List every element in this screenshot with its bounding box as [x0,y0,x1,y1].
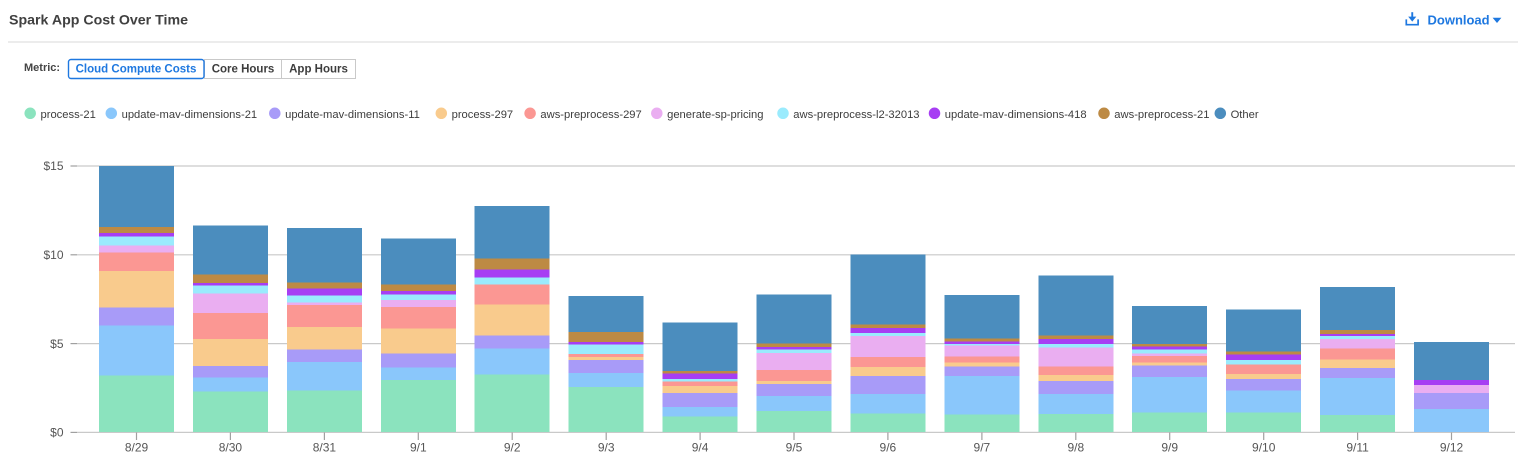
svg-text:9/5: 9/5 [786,441,803,455]
svg-text:9/4: 9/4 [692,441,709,455]
svg-text:$0: $0 [50,426,64,440]
svg-text:8/30: 8/30 [219,441,243,455]
svg-text:$10: $10 [43,248,63,262]
svg-text:Cloud Compute Costs: Cloud Compute Costs [76,64,197,76]
svg-text:generate-sp-pricing: generate-sp-pricing [667,109,763,121]
svg-text:Core Hours: Core Hours [212,64,275,76]
svg-text:8/29: 8/29 [125,441,149,455]
svg-text:aws-preprocess-l2-32013: aws-preprocess-l2-32013 [793,109,919,121]
svg-text:9/6: 9/6 [880,441,897,455]
svg-text:9/12: 9/12 [1440,441,1464,455]
svg-text:9/7: 9/7 [974,441,991,455]
svg-text:$15: $15 [43,159,63,173]
svg-text:9/9: 9/9 [1161,441,1178,455]
svg-text:Metric:: Metric: [24,62,60,74]
svg-text:9/2: 9/2 [504,441,521,455]
svg-text:$5: $5 [50,337,64,351]
svg-text:aws-preprocess-21: aws-preprocess-21 [1114,109,1209,121]
svg-text:App Hours: App Hours [289,64,348,76]
svg-text:Download: Download [1428,13,1490,28]
svg-text:8/31: 8/31 [313,441,337,455]
svg-text:9/11: 9/11 [1346,441,1369,455]
svg-text:aws-preprocess-297: aws-preprocess-297 [540,109,641,121]
svg-text:Other: Other [1231,109,1259,121]
svg-text:update-mav-dimensions-11: update-mav-dimensions-11 [285,109,420,121]
svg-text:update-mav-dimensions-418: update-mav-dimensions-418 [945,109,1087,121]
svg-text:9/3: 9/3 [598,441,615,455]
svg-text:update-mav-dimensions-21: update-mav-dimensions-21 [122,109,258,121]
svg-text:9/10: 9/10 [1252,441,1276,455]
svg-text:process-21: process-21 [41,109,96,121]
svg-text:9/1: 9/1 [410,441,427,455]
svg-text:Spark App Cost Over Time: Spark App Cost Over Time [9,13,188,29]
svg-text:9/8: 9/8 [1067,441,1084,455]
svg-text:process-297: process-297 [452,109,514,121]
